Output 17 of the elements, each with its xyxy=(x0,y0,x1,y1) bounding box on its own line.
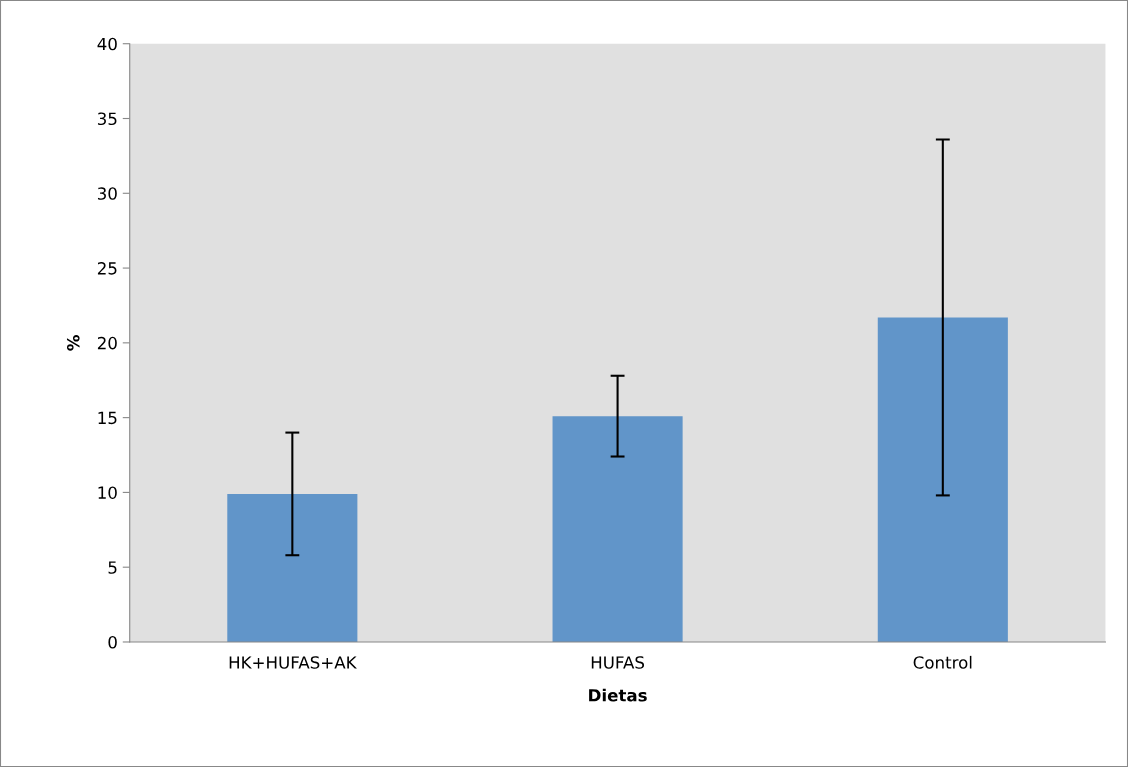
y-tick-label: 30 xyxy=(97,187,117,200)
y-tick-label: 10 xyxy=(98,486,117,499)
y-axis-title: % xyxy=(66,335,80,351)
x-tick-label: Control xyxy=(913,655,972,669)
y-tick-label: 0 xyxy=(108,635,117,649)
x-axis-title: Dietas xyxy=(589,688,647,702)
bar xyxy=(227,493,358,642)
bar xyxy=(877,317,1008,642)
y-tick-label: 35 xyxy=(97,112,117,126)
y-tick-label: 25 xyxy=(97,262,117,275)
x-tick-label: HUFAS xyxy=(591,656,645,669)
y-tick-label: 5 xyxy=(108,561,117,574)
y-tick-label: 15 xyxy=(98,411,117,425)
y-tick-label: 20 xyxy=(97,336,117,350)
bar xyxy=(552,416,683,642)
y-tick-label: 40 xyxy=(97,37,117,51)
x-tick-label: HK+HUFAS+AK xyxy=(229,656,357,669)
